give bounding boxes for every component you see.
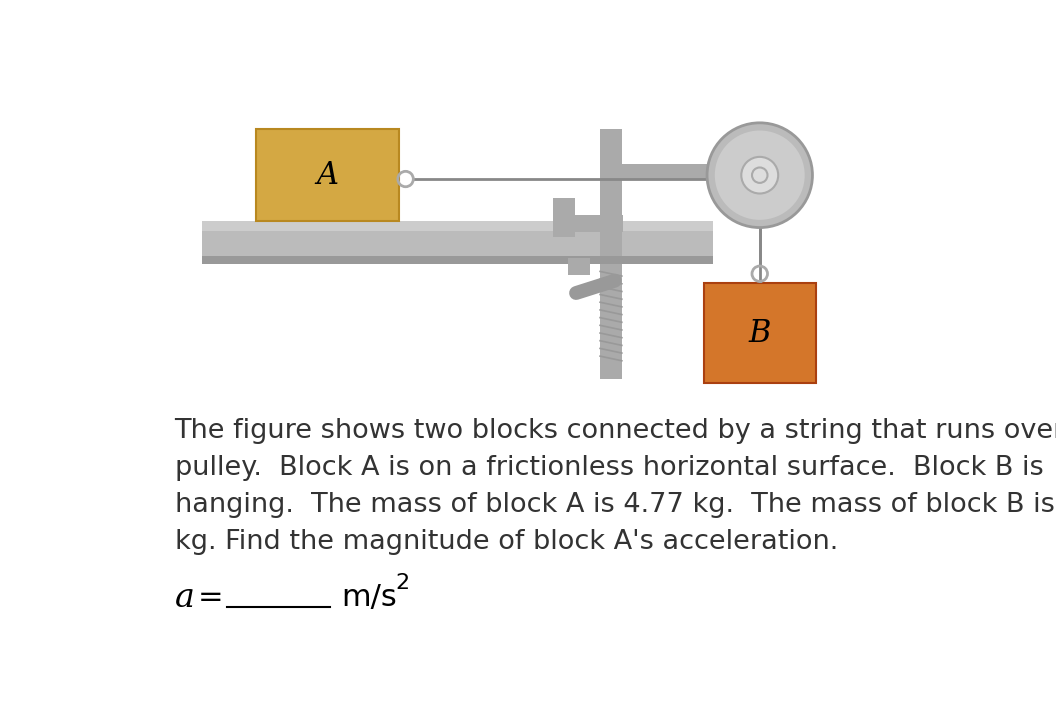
Text: a: a bbox=[174, 582, 194, 614]
Text: =: = bbox=[197, 583, 224, 612]
Text: The figure shows two blocks connected by a string that runs over a: The figure shows two blocks connected by… bbox=[174, 418, 1056, 444]
Text: hanging.  The mass of block A is 4.77 kg.  The mass of block B is 4.03: hanging. The mass of block A is 4.77 kg.… bbox=[174, 492, 1056, 518]
Bar bbox=[704, 283, 816, 383]
Text: pulley.  Block A is on a frictionless horizontal surface.  Block B is: pulley. Block A is on a frictionless hor… bbox=[174, 455, 1043, 481]
Bar bbox=[623, 222, 713, 264]
Text: 2: 2 bbox=[396, 573, 410, 593]
Circle shape bbox=[752, 168, 768, 183]
Bar bbox=[553, 199, 574, 237]
Circle shape bbox=[715, 131, 805, 220]
Text: m/s: m/s bbox=[341, 583, 397, 612]
Circle shape bbox=[708, 123, 812, 227]
Text: kg. Find the magnitude of block A's acceleration.: kg. Find the magnitude of block A's acce… bbox=[174, 529, 837, 554]
Bar bbox=[600, 129, 622, 379]
Bar bbox=[603, 164, 744, 179]
Bar bbox=[202, 222, 713, 264]
Text: B: B bbox=[749, 318, 771, 349]
Bar bbox=[568, 215, 623, 232]
Bar bbox=[202, 256, 713, 264]
Circle shape bbox=[741, 157, 778, 193]
Bar bbox=[202, 222, 713, 230]
Bar bbox=[568, 258, 590, 274]
Text: A: A bbox=[317, 160, 339, 191]
Bar bbox=[256, 129, 399, 222]
